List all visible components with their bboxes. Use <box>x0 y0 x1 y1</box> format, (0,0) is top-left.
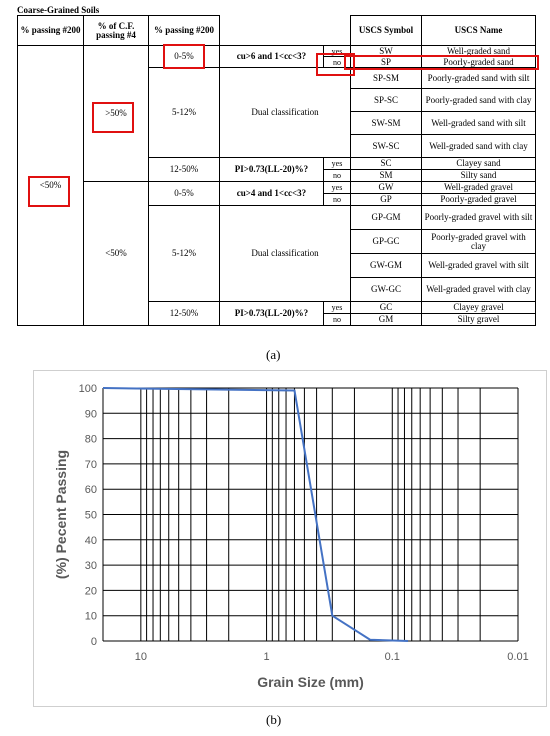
name-cell: Well-graded gravel with clay <box>421 277 536 302</box>
header-cf-passing-4: % of C.F. passing #4 <box>83 15 149 46</box>
symbol-cell: GC <box>350 301 422 314</box>
x-tick-label: 0.01 <box>507 651 528 663</box>
y-tick-label: 10 <box>85 611 97 623</box>
cell-gravel-12-50: 12-50% <box>148 301 220 326</box>
y-tick-label: 50 <box>85 510 97 522</box>
cell-lt50-percent: <50% <box>17 45 84 326</box>
cell-lt50-cf: <50% <box>83 181 149 326</box>
no-label: no <box>323 313 351 326</box>
cell-sand-0-5: 0-5% <box>148 45 220 68</box>
criterion-gravel-cu-cc: cu>4 and 1<cc<3? <box>219 181 324 206</box>
yes-label: yes <box>323 301 351 314</box>
caption-b: (b) <box>266 712 282 727</box>
no-label: no <box>323 193 351 206</box>
x-tick-label: 0.1 <box>385 651 400 663</box>
criterion-pi-sand: PI>0.73(LL-20)%? <box>219 157 324 182</box>
cell-gravel-0-5: 0-5% <box>148 181 220 206</box>
y-tick-label: 40 <box>85 535 97 547</box>
cell-sand-5-12: 5-12% <box>148 67 220 158</box>
x-tick-label: 1 <box>264 651 270 663</box>
y-tick-label: 70 <box>85 459 97 471</box>
y-axis-label: (%) Pecent Passing <box>53 450 69 579</box>
name-cell: Poorly-graded sand with silt <box>421 67 536 89</box>
symbol-cell: SC <box>350 157 422 170</box>
table-title: Coarse-Grained Soils <box>17 5 100 15</box>
grain-size-chart: 0 10 20 30 40 50 60 70 80 90 100 10 1 0.1 0.01 Grain Si… <box>53 383 529 690</box>
header-uscs-symbol: USCS Symbol <box>350 15 422 46</box>
criterion-sand-cu-cc: cu>6 and 1<cc<3? <box>219 45 324 68</box>
y-tick-label: 80 <box>85 434 97 446</box>
name-cell: Poorly-graded sand <box>421 56 536 68</box>
y-tick-label: 90 <box>85 408 97 420</box>
y-tick-label: 0 <box>91 636 97 648</box>
name-cell: Clayey gravel <box>421 301 536 314</box>
header-uscs-name: USCS Name <box>421 15 536 46</box>
name-cell: Poorly-graded gravel <box>421 193 536 206</box>
symbol-cell: GW <box>350 181 422 194</box>
no-label: no <box>323 169 351 182</box>
symbol-cell: GM <box>350 313 422 326</box>
y-tick-label: 60 <box>85 484 97 496</box>
header-passing-200-b: % passing #200 <box>148 15 220 46</box>
yes-label: yes <box>323 181 351 194</box>
symbol-cell: GW-GM <box>350 253 422 278</box>
series-line <box>102 387 409 642</box>
no-label: no <box>323 56 351 68</box>
cell-sand-12-50: 12-50% <box>148 157 220 182</box>
symbol-cell: SP-SC <box>350 88 422 112</box>
name-cell: Poorly-graded gravel with silt <box>421 205 536 230</box>
symbol-cell: SP-SM <box>350 67 422 89</box>
header-passing-200: % passing #200 <box>17 15 84 46</box>
x-axis-label: Grain Size (mm) <box>257 674 364 690</box>
grain-size-chart-frame: 0 10 20 30 40 50 60 70 80 90 100 10 1 0.1 0.01 Grain Si… <box>33 370 547 707</box>
caption-a: (a) <box>266 347 281 362</box>
symbol-cell: GW-GC <box>350 277 422 302</box>
symbol-cell: SW-SC <box>350 134 422 158</box>
yes-label: yes <box>323 157 351 170</box>
dual-classification-sand: Dual classification <box>219 67 351 158</box>
symbol-cell: SW-SM <box>350 111 422 135</box>
x-tick-label: 10 <box>135 651 147 663</box>
name-cell: Poorly-graded gravel with clay <box>421 229 536 254</box>
name-cell: Well-graded sand <box>421 45 536 57</box>
name-cell: Well-graded sand with clay <box>421 134 536 158</box>
name-cell: Well-graded gravel <box>421 181 536 194</box>
name-cell: Well-graded sand with silt <box>421 111 536 135</box>
symbol-cell: GP-GM <box>350 205 422 230</box>
yes-label: yes <box>323 45 351 57</box>
name-cell: Poorly-graded sand with clay <box>421 88 536 112</box>
name-cell: Clayey sand <box>421 157 536 170</box>
cell-gravel-5-12: 5-12% <box>148 205 220 302</box>
symbol-cell: GP <box>350 193 422 206</box>
symbol-cell: GP-GC <box>350 229 422 254</box>
name-cell: Silty sand <box>421 169 536 182</box>
criterion-pi-gravel: PI>0.73(LL-20)%? <box>219 301 324 326</box>
y-tick-label: 30 <box>85 560 97 572</box>
uscs-table: % passing #200 % of C.F. passing #4 % pa… <box>17 15 536 326</box>
symbol-cell: SM <box>350 169 422 182</box>
symbol-cell: SW <box>350 45 422 57</box>
name-cell: Well-graded gravel with silt <box>421 253 536 278</box>
cell-gt50-percent: >50% <box>83 45 149 182</box>
symbol-cell: SP <box>350 56 422 68</box>
y-tick-label: 20 <box>85 585 97 597</box>
dual-classification-gravel: Dual classification <box>219 205 351 302</box>
y-tick-label: 100 <box>79 383 97 395</box>
table-header-row: % passing #200 % of C.F. passing #4 % pa… <box>17 15 536 46</box>
name-cell: Silty gravel <box>421 313 536 326</box>
classification-table-figure: Coarse-Grained Soils % passing #200 % of… <box>17 5 536 326</box>
